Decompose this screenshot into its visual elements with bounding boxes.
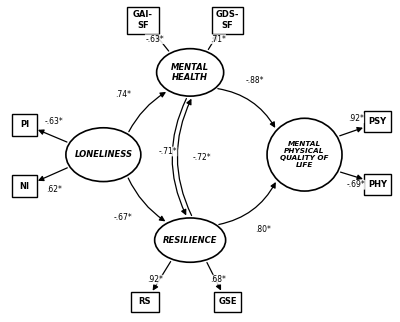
Text: .71*: .71* — [210, 35, 226, 44]
Text: RS: RS — [138, 297, 151, 306]
Text: -.63*: -.63* — [145, 35, 164, 44]
FancyBboxPatch shape — [131, 291, 158, 312]
Text: PI: PI — [20, 120, 29, 129]
Text: .74*: .74* — [115, 90, 131, 99]
Text: -.69*: -.69* — [346, 180, 365, 189]
Text: .62*: .62* — [46, 185, 62, 194]
Text: -.71*: -.71* — [158, 147, 177, 156]
FancyBboxPatch shape — [127, 7, 158, 33]
Text: GAI-
SF: GAI- SF — [133, 11, 153, 30]
FancyBboxPatch shape — [12, 175, 37, 197]
Text: -.88*: -.88* — [246, 76, 264, 85]
Text: RESILIENCE: RESILIENCE — [163, 236, 217, 245]
Text: MENTAL
PHYSICAL
QUALITY OF
LIFE: MENTAL PHYSICAL QUALITY OF LIFE — [280, 141, 329, 168]
Text: NI: NI — [20, 182, 30, 191]
FancyBboxPatch shape — [364, 111, 391, 132]
Text: .68*: .68* — [210, 275, 226, 284]
Text: .80*: .80* — [255, 224, 271, 233]
Text: -.63*: -.63* — [45, 117, 64, 126]
Text: LONELINESS: LONELINESS — [74, 150, 132, 159]
Text: -.72*: -.72* — [193, 153, 211, 162]
Text: MENTAL
HEALTH: MENTAL HEALTH — [171, 63, 209, 82]
Text: .92*: .92* — [147, 275, 162, 284]
Text: PHY: PHY — [368, 180, 387, 189]
FancyBboxPatch shape — [364, 175, 391, 195]
Ellipse shape — [157, 49, 224, 96]
Text: .92*: .92* — [348, 114, 364, 123]
FancyBboxPatch shape — [214, 291, 242, 312]
Text: GSE: GSE — [218, 297, 237, 306]
Text: GDS-
SF: GDS- SF — [216, 11, 239, 30]
FancyBboxPatch shape — [212, 7, 243, 33]
Text: PSY: PSY — [368, 117, 386, 126]
Ellipse shape — [66, 128, 141, 182]
Text: -.67*: -.67* — [114, 213, 132, 223]
Ellipse shape — [155, 218, 226, 262]
FancyBboxPatch shape — [12, 114, 37, 136]
Ellipse shape — [267, 118, 342, 191]
